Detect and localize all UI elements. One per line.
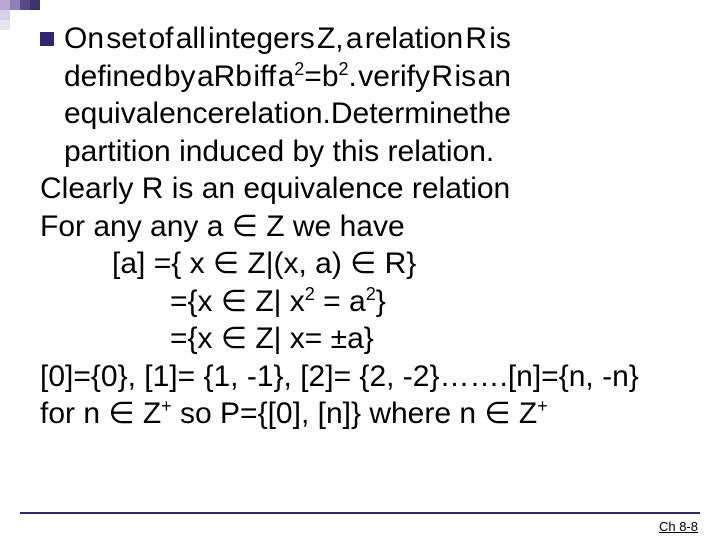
square-bullet-icon [40, 32, 54, 46]
body-line-5: Clearly R is an equivalence relation [40, 170, 695, 208]
para-line-4: partition induced by this relation. [64, 133, 511, 171]
bullet-item: OnsetofallintegersZ,arelationRis defined… [40, 20, 695, 170]
body-line-7: [a] ={ x ∈ Z|(x, a) ∈ R} [40, 245, 695, 283]
body-line-11: for n ∈ Z+ so P={[0], [n]} where n ∈ Z+ [40, 395, 695, 433]
slide-number: Ch 8-8 [659, 519, 698, 534]
corner-decoration [0, 0, 40, 30]
bullet-text: OnsetofallintegersZ,arelationRis defined… [64, 20, 511, 170]
body-line-10: [0]={0}, [1]= {1, -1}, [2]= {2, -2}…….[n… [40, 358, 695, 396]
footer-divider [20, 512, 700, 514]
body-line-6: For any any a ∈ Z we have [40, 208, 695, 246]
body-line-9: ={x ∈ Z| x= ±a} [40, 320, 695, 358]
body-line-8: ={x ∈ Z| x2 = a2} [40, 283, 695, 321]
slide-body: OnsetofallintegersZ,arelationRis defined… [40, 20, 695, 433]
